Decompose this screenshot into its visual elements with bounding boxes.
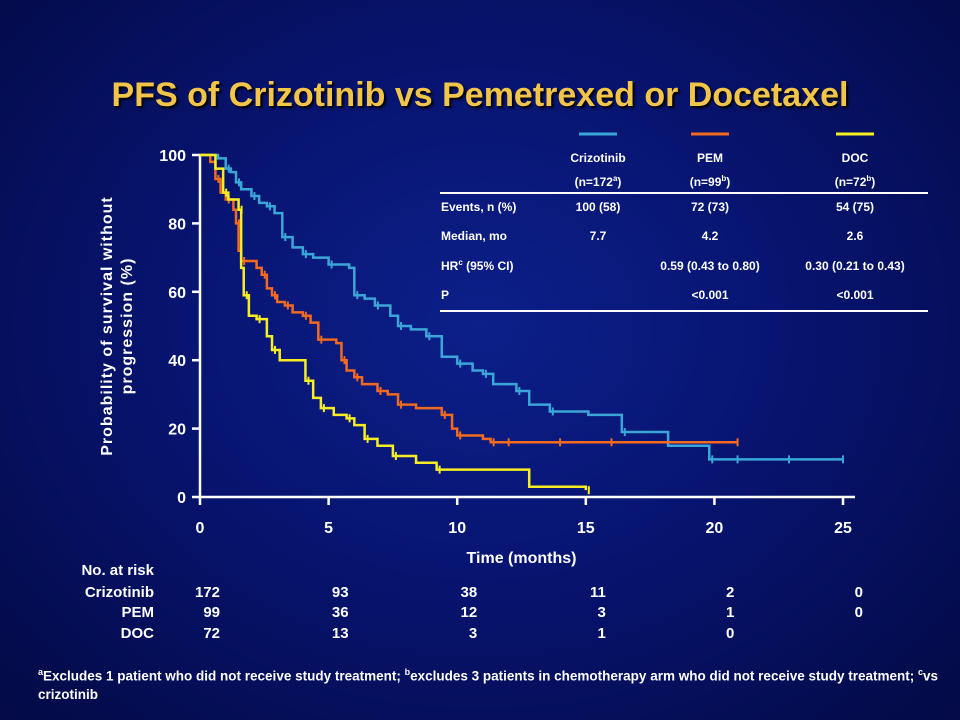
- legend-n-sup: b: [721, 174, 726, 183]
- legend-cell: 0.59 (0.43 to 0.80): [660, 259, 759, 273]
- survival-curves: [200, 153, 844, 495]
- legend-row-label: Median, mo: [441, 229, 507, 243]
- footnote-c-text: vs crizotinib: [38, 668, 939, 702]
- y-axis-title-line: progression (%): [119, 258, 136, 395]
- risk-cell: 0: [855, 604, 863, 621]
- risk-cell: 13: [332, 625, 349, 642]
- legend-row-label: Events, n (%): [441, 200, 516, 214]
- y-tick-label: 80: [168, 216, 186, 233]
- risk-cell: 3: [469, 625, 477, 642]
- legend-n-sup: a: [613, 174, 618, 183]
- legend-series-n: (n=99b): [690, 174, 731, 189]
- legend-cell: 2.6: [847, 229, 864, 243]
- risk-cell: 1: [597, 625, 605, 642]
- legend-n-value: (n=99: [690, 175, 722, 189]
- risk-cell: 1: [726, 604, 734, 621]
- x-tick-label: 5: [324, 520, 333, 537]
- x-axis-title: Time (months): [467, 550, 577, 567]
- legend-cell: 0.30 (0.21 to 0.43): [805, 259, 904, 273]
- footnote-c-marker: c: [918, 667, 924, 677]
- y-tick-label: 40: [168, 353, 186, 370]
- legend-cell: 100 (58): [576, 200, 621, 214]
- curve-doc: [200, 153, 588, 491]
- legend-row-label: P: [441, 288, 449, 302]
- risk-cell: 72: [203, 625, 220, 642]
- legend-series-n: (n=72b): [835, 174, 876, 189]
- risk-cell: 0: [726, 625, 734, 642]
- legend-n-value: (n=72: [835, 175, 867, 189]
- legend-series-name: PEM: [697, 151, 723, 165]
- x-tick-label: 20: [706, 520, 724, 537]
- risk-cell: 93: [332, 584, 349, 601]
- footnote-b-marker: b: [404, 667, 411, 677]
- legend-row-label-main: P: [441, 288, 449, 302]
- legend-row-label: HRc (95% CI): [441, 258, 513, 273]
- risk-row-label: DOC: [121, 625, 155, 642]
- x-tick-label: 25: [834, 520, 852, 537]
- risk-cell: 2: [726, 584, 734, 601]
- risk-cell: 99: [203, 604, 220, 621]
- y-tick-label: 0: [177, 490, 186, 507]
- footnote-b-text: excludes 3 patients in chemotherapy arm …: [410, 668, 918, 684]
- x-tick-label: 10: [448, 520, 466, 537]
- y-axis-title: Probability of survival without progressi…: [99, 196, 136, 455]
- legend-n-close: ): [726, 175, 730, 189]
- risk-cell: 12: [461, 604, 478, 621]
- risk-cell: 3: [597, 604, 605, 621]
- legend-cell: 54 (75): [836, 200, 874, 214]
- curve-pem: [200, 153, 738, 444]
- legend-n-sup: b: [866, 174, 871, 183]
- y-tick-label: 60: [168, 285, 186, 302]
- legend-n-close: ): [871, 175, 875, 189]
- legend-cell: <0.001: [836, 288, 873, 302]
- risk-cell: 11: [590, 584, 606, 601]
- legend-cell: 7.7: [590, 229, 607, 243]
- risk-cell: 36: [332, 604, 349, 621]
- curve-crizotinib: [200, 153, 843, 461]
- legend-cell: 4.2: [702, 229, 719, 243]
- legend-n-close: ): [617, 175, 621, 189]
- legend-cell: <0.001: [691, 288, 728, 302]
- risk-cell: 38: [461, 584, 478, 601]
- risk-cell: 0: [855, 584, 863, 601]
- x-tick-label: 0: [196, 520, 205, 537]
- legend-row-label-main: Median, mo: [441, 229, 507, 243]
- legend-row-label-main: Events, n (%): [441, 200, 516, 214]
- y-tick-label: 20: [168, 422, 186, 439]
- legend-series-name: Crizotinib: [570, 151, 625, 165]
- footnote-a-marker: a: [38, 667, 44, 677]
- legend-series-name: DOC: [842, 151, 869, 165]
- legend-cell: 72 (73): [691, 200, 729, 214]
- footnote-a-text: Excludes 1 patient who did not receive s…: [43, 668, 405, 684]
- x-tick-label: 15: [577, 520, 595, 537]
- risk-row-label: PEM: [121, 604, 154, 621]
- legend-n-value: (n=172: [575, 175, 614, 189]
- legend-table: Crizotinib(n=172a)PEM(n=99b)DOC(n=72b)Ev…: [440, 132, 928, 312]
- risk-header: No. at risk: [81, 562, 154, 579]
- axes: 0 20 40 60 80 100 0 5 10 15 20 25 Time (months) Proba…: [99, 148, 855, 567]
- footnote: aExcludes 1 patient who did not receive …: [38, 663, 948, 704]
- legend-series-n: (n=172a): [575, 174, 622, 189]
- risk-cell: 172: [195, 584, 220, 601]
- y-tick-label: 100: [159, 148, 186, 165]
- legend-row-label-rest: (95% CI): [463, 259, 514, 273]
- y-axis-title-line: Probability of survival without: [99, 196, 116, 455]
- legend-row-label-main: HR: [441, 259, 459, 273]
- risk-row-label: Crizotinib: [85, 584, 154, 601]
- slide-title: PFS of Crizotinib vs Pemetrexed or Docet…: [111, 76, 849, 114]
- legend-row-label-sup: c: [458, 258, 463, 267]
